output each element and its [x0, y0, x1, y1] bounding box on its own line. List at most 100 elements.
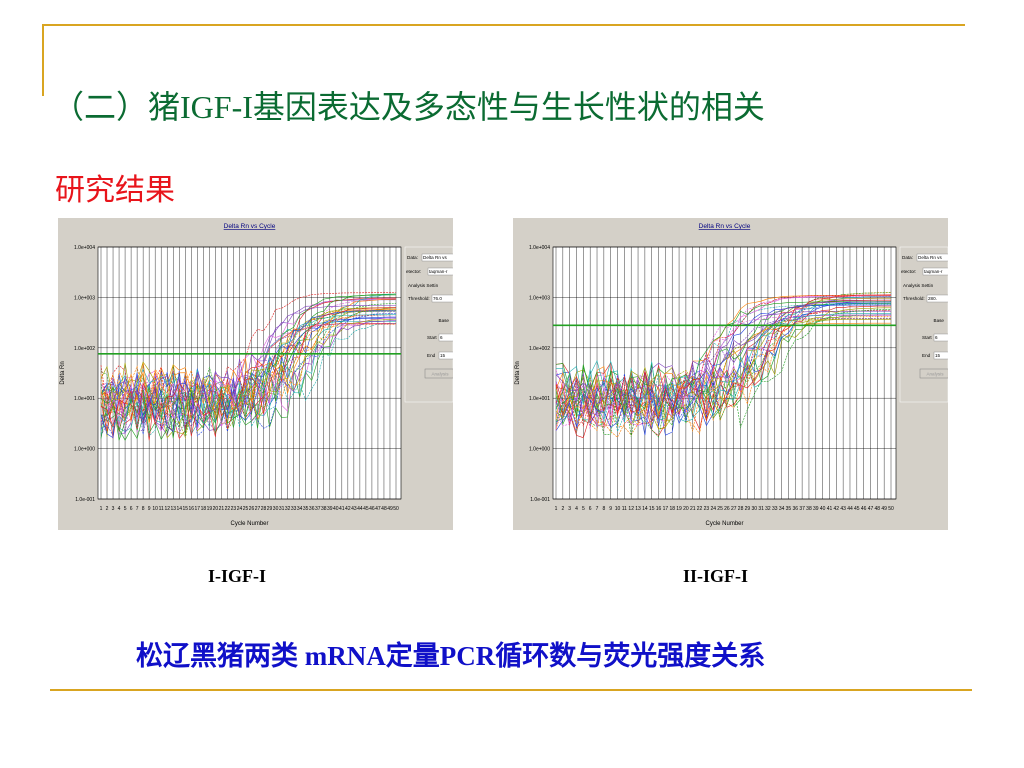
y-tick-label: 1.0e+001	[529, 396, 550, 402]
x-tick-label: 2	[561, 506, 564, 512]
x-tick-label: 7	[136, 506, 139, 512]
x-tick-label: 36	[309, 506, 315, 512]
x-axis-label: Cycle Number	[705, 521, 743, 527]
x-tick-label: 35	[786, 506, 792, 512]
amplification-curve	[100, 309, 397, 439]
figure-label: II-IGF-I	[683, 566, 749, 586]
amplification-curve	[555, 315, 891, 430]
x-tick-label: 43	[351, 506, 357, 512]
x-tick-label: 5	[124, 506, 127, 512]
x-tick-label: 27	[731, 506, 737, 512]
x-tick-label: 46	[861, 506, 867, 512]
x-tick-label: 22	[697, 506, 703, 512]
x-tick-label: 42	[345, 506, 351, 512]
x-tick-label: 37	[799, 506, 805, 512]
x-tick-label: 20	[683, 506, 689, 512]
x-tick-label: 9	[609, 506, 612, 512]
amplification-curve	[100, 310, 396, 435]
x-tick-label: 16	[656, 506, 662, 512]
x-tick-label: 34	[779, 506, 785, 512]
y-tick-label: 1.0e-001	[530, 497, 550, 503]
amplification-curve	[100, 305, 396, 426]
amplification-curve	[555, 305, 892, 417]
x-tick-label: 48	[381, 506, 387, 512]
bottom-rule	[50, 689, 972, 691]
input-box	[427, 267, 453, 276]
field-value: 15	[935, 353, 941, 358]
group-label: Analysis Settin	[408, 283, 439, 288]
x-tick-label: 14	[642, 506, 648, 512]
y-tick-label: 1.0e+000	[529, 447, 550, 453]
x-tick-label: 39	[813, 506, 819, 512]
x-tick-label: 41	[827, 506, 833, 512]
x-tick-label: 3	[568, 506, 571, 512]
field-value: 15	[440, 353, 446, 358]
field-label: etector:	[406, 269, 421, 274]
field-label: Data:	[407, 255, 418, 260]
x-tick-label: 21	[219, 506, 225, 512]
button	[919, 368, 948, 379]
x-tick-label: 42	[834, 506, 840, 512]
x-tick-label: 10	[152, 506, 158, 512]
amplification-curve	[100, 307, 396, 412]
x-tick-label: 8	[602, 506, 605, 512]
amplification-curve	[555, 294, 892, 422]
x-axis-label: Cycle Number	[230, 521, 268, 527]
x-tick-label: 38	[321, 506, 327, 512]
x-tick-label: 19	[207, 506, 213, 512]
x-tick-label: 20	[213, 506, 219, 512]
x-tick-label: 48	[875, 506, 881, 512]
input-box	[438, 351, 453, 360]
amplification-curve	[555, 317, 891, 426]
button-label: Analysis	[926, 372, 944, 377]
field-label: Threshold:	[408, 296, 430, 301]
field-label: Data:	[902, 255, 913, 260]
input-box	[933, 351, 948, 360]
x-tick-label: 38	[806, 506, 812, 512]
field-value: Delta Rn vs	[918, 255, 942, 260]
x-tick-label: 37	[315, 506, 321, 512]
x-tick-label: 2	[106, 506, 109, 512]
x-tick-label: 16	[189, 506, 195, 512]
x-tick-label: 22	[225, 506, 231, 512]
x-tick-label: 43	[840, 506, 846, 512]
amplification-curve	[555, 299, 891, 439]
x-tick-label: 6	[130, 506, 133, 512]
x-tick-label: 1	[555, 506, 558, 512]
field-label: etector:	[901, 269, 916, 274]
x-tick-label: 11	[159, 506, 164, 512]
x-tick-label: 19	[676, 506, 682, 512]
input-box	[916, 253, 948, 262]
x-tick-label: 47	[375, 506, 381, 512]
x-tick-label: 5	[582, 506, 585, 512]
figure: Delta Rn vs Cycle Cycle Number Delta Rn 1.0…	[513, 218, 948, 530]
x-tick-label: 21	[690, 506, 696, 512]
x-tick-label: 26	[249, 506, 255, 512]
field-value: taqman-r	[924, 269, 943, 274]
x-tick-label: 49	[881, 506, 887, 512]
x-tick-label: 45	[363, 506, 369, 512]
x-tick-label: 41	[339, 506, 345, 512]
x-tick-label: 8	[142, 506, 145, 512]
field-value: 6	[935, 335, 938, 340]
x-tick-label: 46	[369, 506, 375, 512]
amplification-curve	[555, 319, 891, 418]
x-tick-label: 50	[393, 506, 399, 512]
x-tick-label: 32	[765, 506, 771, 512]
x-tick-label: 44	[847, 506, 853, 512]
field-value: 6	[440, 335, 443, 340]
field-value: Delta Rn vs	[423, 255, 447, 260]
x-tick-label: 13	[170, 506, 176, 512]
y-tick-label: 1.0e+004	[74, 245, 95, 251]
amplification-curve	[555, 301, 892, 418]
amplification-curve	[555, 310, 891, 420]
x-tick-label: 23	[231, 506, 237, 512]
figure: Delta Rn vs Cycle Cycle Number Delta Rn 1.0…	[58, 218, 453, 530]
x-tick-label: 30	[273, 506, 279, 512]
amplification-curve	[555, 302, 892, 422]
x-tick-label: 10	[615, 506, 621, 512]
x-tick-label: 40	[333, 506, 339, 512]
x-tick-label: 17	[663, 506, 669, 512]
x-tick-label: 7	[596, 506, 599, 512]
